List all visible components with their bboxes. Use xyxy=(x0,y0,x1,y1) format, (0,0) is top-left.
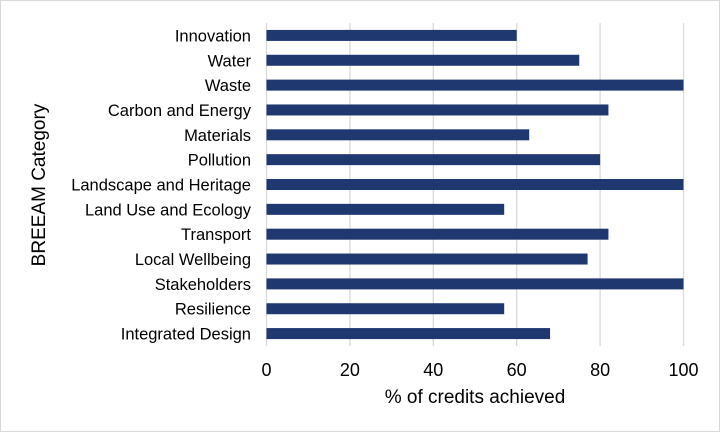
bar-innovation xyxy=(266,29,517,41)
x-tick-label: 60 xyxy=(507,360,527,380)
bar-transport xyxy=(266,228,609,240)
x-axis-label: % of credits achieved xyxy=(385,387,566,408)
bar-water xyxy=(266,54,580,66)
y-tick-label: Transport xyxy=(181,226,251,244)
y-tick-label: Water xyxy=(208,52,252,70)
y-tick-label: Carbon and Energy xyxy=(108,102,252,120)
bar-pollution xyxy=(266,154,601,166)
y-tick-label: Waste xyxy=(205,77,251,95)
x-tick-label: 0 xyxy=(261,360,271,380)
y-tick-label: Local Wellbeing xyxy=(135,251,251,269)
bar-stakeholders xyxy=(266,278,684,290)
y-tick-label: Resilience xyxy=(175,301,251,319)
y-axis-label: BREEAM Category xyxy=(29,103,50,266)
y-tick-label: Landscape and Heritage xyxy=(71,177,251,195)
y-tick-label: Integrated Design xyxy=(121,326,251,344)
y-tick-label: Stakeholders xyxy=(155,276,251,294)
y-tick-label: Pollution xyxy=(188,152,251,170)
bar-waste xyxy=(266,79,684,91)
bar-integrated-design xyxy=(266,328,551,340)
bar-landscape-and-heritage xyxy=(266,179,684,190)
bar-materials xyxy=(266,129,530,141)
x-tick-label: 80 xyxy=(590,360,610,380)
y-tick-label: Materials xyxy=(184,127,251,145)
bar-land-use-and-ecology xyxy=(266,203,505,215)
bar-local-wellbeing xyxy=(266,253,588,265)
y-tick-label: Innovation xyxy=(175,27,251,45)
bar-carbon-and-energy xyxy=(266,104,609,116)
x-tick-label: 100 xyxy=(668,360,698,380)
y-tick-label: Land Use and Ecology xyxy=(85,201,252,219)
x-tick-label: 40 xyxy=(423,360,443,380)
bar-resilience xyxy=(266,303,505,315)
x-tick-label: 20 xyxy=(340,360,360,380)
